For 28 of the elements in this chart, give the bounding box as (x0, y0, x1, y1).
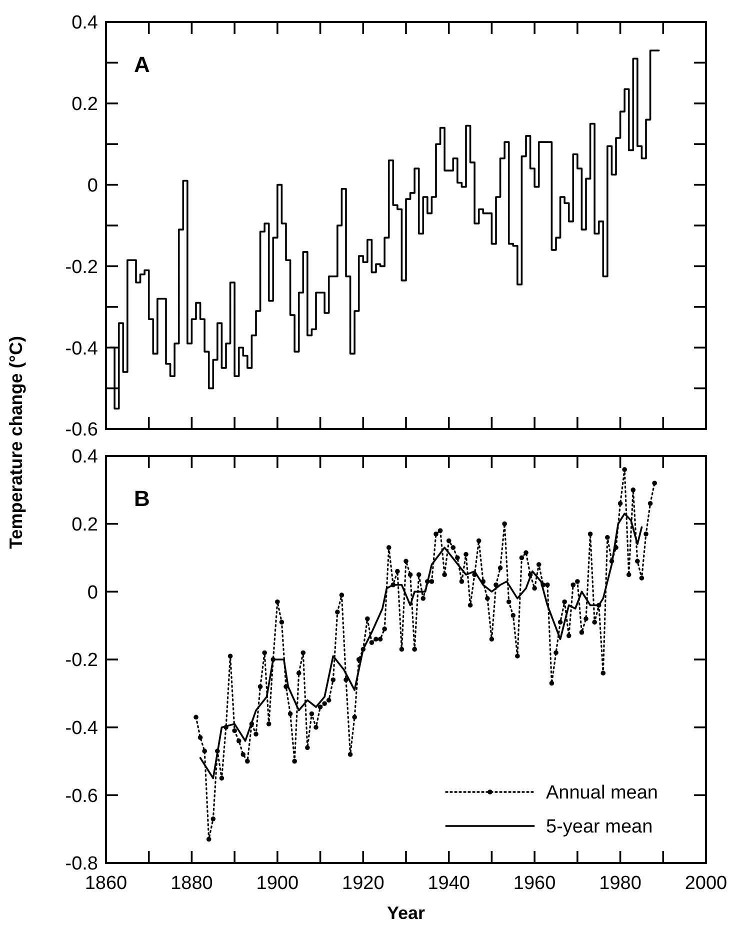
y-tick-label: -0.6 (65, 420, 98, 441)
y-tick-label: 0 (87, 175, 98, 196)
text: B (134, 486, 150, 511)
x-tick-label: 1880 (170, 873, 213, 894)
x-tick-label: 1920 (342, 873, 384, 894)
text: A (134, 52, 150, 77)
y-tick-label: -0.6 (65, 786, 98, 807)
y-tick-label: 0.4 (72, 446, 98, 468)
y-tick-label: 0.2 (72, 94, 98, 116)
x-tick-label: 2000 (684, 873, 728, 894)
x-tick-label: 1960 (513, 873, 556, 894)
x-tick-label: 1980 (599, 873, 642, 894)
y-tick-label: -0.8 (65, 854, 98, 875)
y-axis-title: Temperature change (°C) (6, 336, 26, 549)
x-tick-label: 1900 (256, 873, 299, 894)
x-tick-label: 1860 (84, 873, 128, 894)
y-tick-label: 0 (87, 582, 98, 604)
y-tick-label: -0.2 (65, 650, 98, 672)
legend-label: 5-year mean (546, 816, 653, 838)
x-axis-title: Year (386, 903, 426, 923)
y-tick-label: -0.2 (65, 256, 98, 278)
y-tick-label: -0.4 (65, 338, 98, 360)
legend-label: Annual mean (546, 782, 658, 804)
y-tick-label: -0.4 (65, 718, 98, 739)
line-series (199, 512, 643, 780)
y-tick-label: 0.4 (72, 12, 98, 34)
y-tick-label: 0.2 (72, 514, 98, 536)
x-tick-label: 1940 (428, 873, 470, 894)
